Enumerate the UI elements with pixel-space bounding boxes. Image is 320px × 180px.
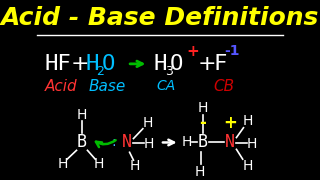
Text: CA: CA [156, 79, 175, 93]
Text: B: B [198, 133, 208, 151]
Text: H: H [195, 165, 205, 179]
Text: O: O [170, 54, 183, 74]
Text: -: - [199, 114, 206, 132]
Text: :: : [111, 136, 116, 149]
Text: H: H [182, 136, 193, 149]
Text: O: O [101, 54, 115, 74]
Text: Acid - Base Definitions: Acid - Base Definitions [1, 6, 319, 30]
Text: 3: 3 [165, 65, 172, 78]
Text: H: H [94, 157, 104, 171]
Text: +: + [223, 114, 237, 132]
Text: H: H [142, 116, 153, 130]
Text: -1: -1 [225, 44, 240, 58]
Text: Acid: Acid [44, 79, 77, 94]
Text: H: H [86, 54, 99, 74]
Text: H: H [242, 159, 252, 173]
Text: H: H [130, 159, 140, 173]
Text: +: + [197, 54, 216, 74]
Text: N: N [122, 133, 132, 151]
Text: H: H [154, 54, 167, 74]
Text: +: + [71, 54, 90, 74]
Text: F: F [213, 54, 227, 74]
Text: N: N [225, 133, 235, 151]
Text: H: H [242, 114, 252, 128]
Text: H: H [77, 108, 87, 122]
Text: H: H [144, 137, 154, 151]
Text: H: H [57, 157, 68, 171]
Text: Base: Base [88, 79, 125, 94]
Text: 2: 2 [96, 65, 104, 78]
Text: CB: CB [213, 79, 234, 94]
Text: +: + [187, 44, 199, 59]
Text: H: H [198, 101, 208, 115]
Text: HF: HF [44, 54, 71, 74]
Text: B: B [77, 133, 87, 151]
Text: H: H [247, 137, 257, 151]
